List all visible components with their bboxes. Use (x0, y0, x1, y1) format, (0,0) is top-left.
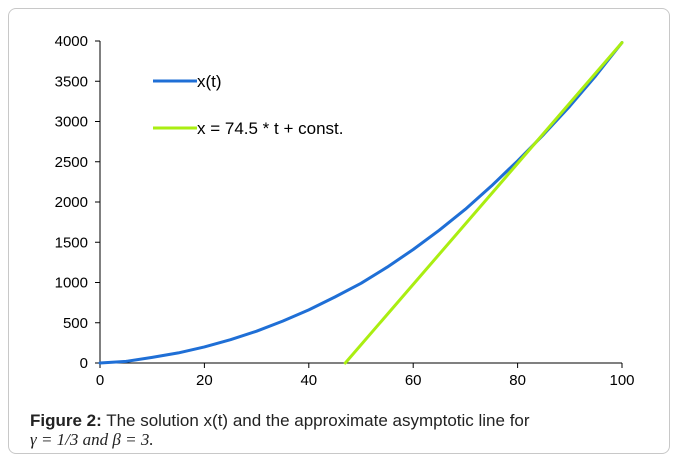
y-tick-label: 0 (80, 355, 88, 372)
caption-label: Figure 2: (30, 411, 102, 430)
series-line-1 (98, 41, 624, 365)
legend-label-2: x = 74.5 * t + const. (197, 119, 343, 138)
x-tick-label: 0 (96, 372, 104, 389)
chart: 0 500 1000 1500 2000 2500 3000 3500 4000 0 20 40 60 8… (55, 33, 635, 389)
caption-math: γ = 1/3 and β = 3. (30, 430, 154, 449)
figure-frame (8, 8, 670, 454)
x-tick-label: 60 (405, 372, 422, 389)
y-tick-label: 4000 (55, 33, 88, 50)
y-tick-label: 3000 (55, 114, 88, 131)
y-tick-label: 2500 (55, 154, 88, 171)
x-tick-label: 80 (509, 372, 526, 389)
legend-label-1: x(t) (197, 72, 222, 91)
y-tick-label: 2000 (55, 194, 88, 211)
y-tick-label: 1500 (55, 234, 88, 251)
y-tick-label: 3500 (55, 73, 88, 90)
figure-caption: Figure 2: The solution x(t) and the appr… (30, 410, 650, 432)
y-tick-label: 1000 (55, 275, 88, 292)
x-tick-label: 20 (196, 372, 213, 389)
series-line-2 (343, 41, 624, 365)
x-tick-label: 40 (300, 372, 317, 389)
x-tick-label: 100 (609, 372, 634, 389)
caption-text: The solution x(t) and the approximate as… (101, 411, 530, 430)
y-tick-label: 500 (63, 315, 88, 332)
